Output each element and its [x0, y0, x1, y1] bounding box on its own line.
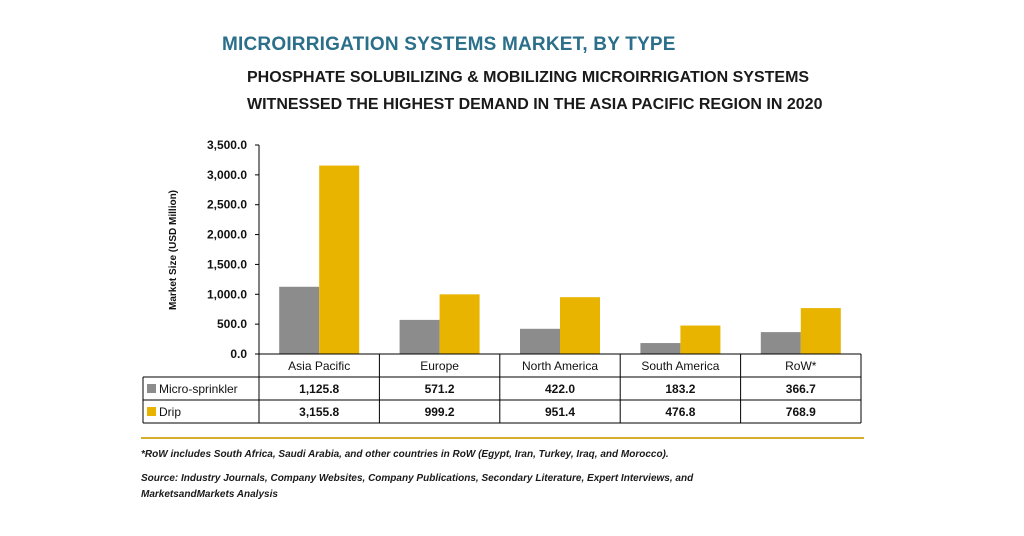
- bar-drip: [319, 165, 360, 354]
- data-label: 999.2: [425, 405, 455, 419]
- y-tick-label: 500.0: [217, 317, 247, 331]
- y-tick-label: 2,500.0: [207, 198, 247, 212]
- data-label: 476.8: [665, 405, 695, 419]
- data-label: 366.7: [786, 382, 816, 396]
- y-tick-label: 3,000.0: [207, 168, 247, 182]
- bar-drip: [560, 297, 600, 354]
- bar-micro-sprinkler: [760, 332, 801, 354]
- bar-drip: [439, 294, 480, 354]
- source-note-line2: MarketsandMarkets Analysis: [141, 489, 278, 500]
- data-label: 951.4: [545, 405, 575, 419]
- x-category-label: RoW*: [785, 359, 817, 373]
- legend-swatch-drip: [147, 407, 156, 416]
- x-category-label: Asia Pacific: [288, 359, 350, 373]
- y-tick-label: 3,500.0: [207, 138, 247, 152]
- row-footnote: *RoW includes South Africa, Saudi Arabia…: [141, 449, 669, 460]
- bar-drip: [800, 308, 841, 354]
- chart-title: MICROIRRIGATION SYSTEMS MARKET, BY TYPE: [222, 34, 676, 55]
- y-tick-label: 0.0: [230, 347, 247, 361]
- bar-micro-sprinkler: [520, 328, 560, 354]
- data-label: 183.2: [665, 382, 695, 396]
- bar-micro-sprinkler: [279, 286, 320, 354]
- source-note-line1: Source: Industry Journals, Company Websi…: [141, 473, 694, 484]
- data-label: 3,155.8: [299, 405, 339, 419]
- x-category-label: Europe: [420, 359, 459, 373]
- data-label: 1,125.8: [299, 382, 339, 396]
- y-axis-title: Market Size (USD Million): [168, 190, 179, 310]
- legend-swatch-micro-sprinkler: [147, 384, 156, 393]
- y-tick-label: 2,000.0: [207, 228, 247, 242]
- data-label: 768.9: [786, 405, 816, 419]
- legend-label-micro-sprinkler: Micro-sprinkler: [159, 382, 238, 396]
- y-tick-label: 1,500.0: [207, 257, 247, 271]
- data-label: 571.2: [425, 382, 455, 396]
- chart-subtitle-line2: WITNESSED THE HIGHEST DEMAND IN THE ASIA…: [247, 96, 823, 113]
- legend-label-drip: Drip: [159, 405, 181, 419]
- chart-subtitle-line1: PHOSPHATE SOLUBILIZING & MOBILIZING MICR…: [247, 69, 810, 86]
- bar-micro-sprinkler: [399, 319, 440, 354]
- x-category-label: South America: [641, 359, 719, 373]
- footer-divider: [141, 437, 864, 439]
- bar-micro-sprinkler: [640, 343, 681, 354]
- bar-drip: [680, 325, 721, 354]
- x-category-label: North America: [522, 359, 598, 373]
- data-label: 422.0: [545, 382, 575, 396]
- y-tick-label: 1,000.0: [207, 287, 247, 301]
